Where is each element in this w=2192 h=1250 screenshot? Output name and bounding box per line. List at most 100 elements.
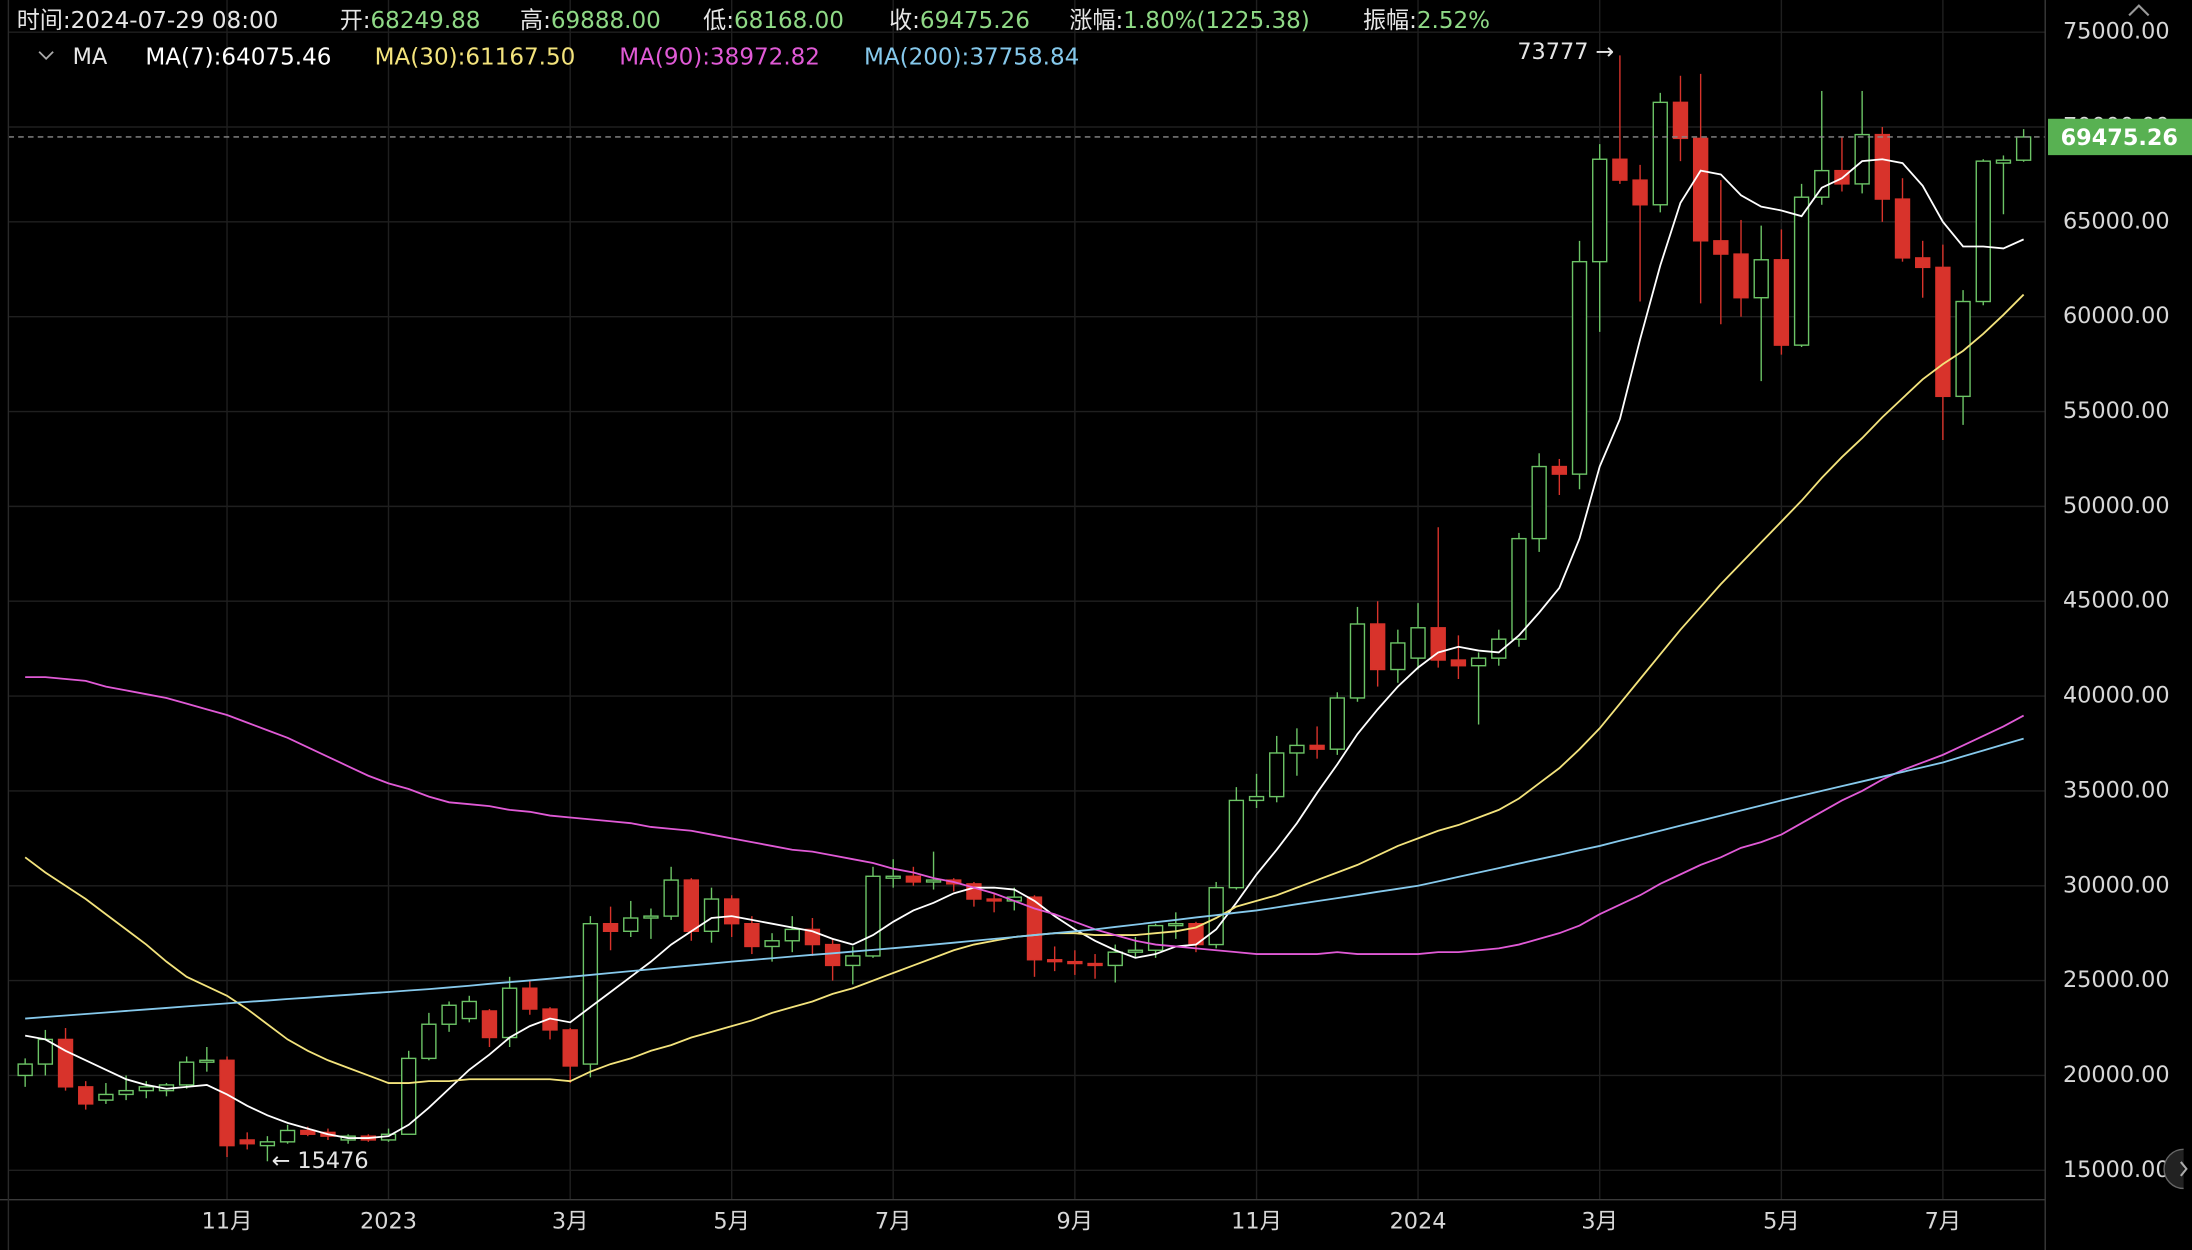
candle-body	[1289, 744, 1305, 754]
y-tick-label: 55000.00	[2063, 398, 2170, 424]
candle-body	[1955, 300, 1971, 398]
info-value: 2.52%	[1417, 7, 1490, 33]
x-tick-label: 7月	[875, 1209, 912, 1235]
candle-body	[764, 940, 780, 948]
candle-body	[1692, 137, 1709, 242]
legend-item: MA(7):64075.46	[145, 44, 331, 70]
info-value: 2024-07-29 08:00	[71, 7, 279, 33]
candle-body	[1390, 642, 1406, 671]
candle-body	[1329, 697, 1345, 750]
candle-body	[865, 875, 881, 957]
info-label: 高:	[520, 7, 551, 33]
candle-body	[1793, 196, 1810, 346]
candle-body	[824, 943, 841, 967]
candle-body	[178, 1061, 195, 1086]
legend-value: :38972.82	[702, 44, 820, 70]
candle-body	[724, 898, 740, 925]
candle-body	[1470, 657, 1487, 667]
candle-body	[118, 1089, 134, 1096]
candle-body	[1491, 638, 1507, 659]
last-price-tag	[2048, 118, 2192, 156]
info-item: 振幅:2.52%	[1363, 7, 1490, 33]
last-price-label: 69475.26	[2061, 125, 2178, 151]
x-tick-label: 2023	[360, 1209, 417, 1235]
candle-body	[1652, 101, 1668, 206]
candle-body	[1672, 101, 1689, 140]
candle-body	[1127, 949, 1144, 953]
candle-body	[663, 879, 679, 917]
candle-body	[562, 1029, 578, 1067]
info-value: 1.80%(1225.38)	[1123, 7, 1309, 33]
min-annotation: ← 15476	[272, 1148, 369, 1174]
indicator-toggle[interactable]	[38, 51, 54, 61]
scroll-button[interactable]	[2163, 1148, 2184, 1190]
ma-line	[24, 158, 2025, 1139]
candle-body	[461, 1000, 477, 1020]
candle-body	[1874, 133, 1891, 200]
candle-body	[1269, 752, 1285, 798]
legend-value: :61167.50	[458, 44, 576, 70]
candle-body	[522, 987, 538, 1010]
candle-body	[925, 879, 942, 883]
candle-body	[1228, 799, 1245, 889]
info-value: 69888.00	[551, 7, 661, 33]
max-annotation: 73777 →	[1517, 39, 1614, 65]
y-tick-label: 60000.00	[2063, 303, 2170, 329]
x-tick-label: 5月	[1763, 1209, 1800, 1235]
info-label: 开:	[340, 7, 371, 33]
x-tick-label: 3月	[1581, 1209, 1618, 1235]
candle-body	[986, 898, 1002, 902]
candle-body	[17, 1063, 33, 1077]
ma-line	[25, 737, 2024, 1020]
info-value: 68168.00	[734, 7, 844, 33]
candle-body	[219, 1059, 235, 1147]
candle-body	[1773, 259, 1790, 346]
candle-body	[1168, 923, 1184, 927]
candle-body	[421, 1023, 437, 1060]
info-label: 收:	[889, 7, 920, 33]
candle-body	[239, 1139, 255, 1145]
candle-body	[481, 1010, 498, 1039]
candle-body	[1511, 537, 1527, 640]
info-item: 收:69475.26	[889, 7, 1030, 33]
candle-body	[2015, 136, 2032, 161]
candle-body	[643, 915, 659, 919]
legend-value: :64075.46	[214, 44, 332, 70]
x-tick-label: 3月	[552, 1209, 589, 1235]
info-item: 时间:2024-07-29 08:00	[17, 7, 279, 33]
candle-body	[845, 955, 861, 967]
candle-body	[582, 923, 599, 1065]
candle-body	[683, 879, 700, 932]
candle-body	[602, 923, 619, 932]
y-tick-label: 75000.00	[2063, 19, 2170, 45]
legend-name: MA(7)	[145, 44, 213, 70]
candle-body	[78, 1086, 94, 1105]
candle-body	[1147, 924, 1164, 951]
y-tick-label: 65000.00	[2063, 208, 2170, 234]
y-tick-label: 25000.00	[2063, 967, 2170, 993]
info-item: 涨幅:1.80%(1225.38)	[1069, 7, 1309, 33]
scroll-icon[interactable]	[2179, 1161, 2188, 1177]
info-value: 69475.26	[920, 7, 1030, 33]
candle-body	[1753, 259, 1769, 299]
indicator-name: MA	[73, 44, 108, 70]
x-tick-label: 11月	[1231, 1209, 1282, 1235]
candle-body	[1733, 253, 1749, 299]
y-tick-label: 45000.00	[2063, 588, 2170, 614]
candle-body	[784, 928, 800, 942]
candle-body	[98, 1093, 114, 1101]
candle-body	[1713, 240, 1729, 255]
collapse-icon[interactable]	[2128, 4, 2150, 17]
info-item: 开:68249.88	[340, 7, 481, 33]
legend-item: MA(90):38972.82	[619, 44, 820, 70]
candle-body	[1854, 133, 1870, 185]
candle-body	[441, 1004, 457, 1025]
candle-body	[1450, 659, 1467, 667]
x-tick-label: 5月	[713, 1209, 750, 1235]
candle-body	[1894, 198, 1911, 259]
candle-body	[279, 1129, 296, 1143]
candle-body	[905, 875, 922, 883]
candle-body	[1087, 962, 1103, 967]
